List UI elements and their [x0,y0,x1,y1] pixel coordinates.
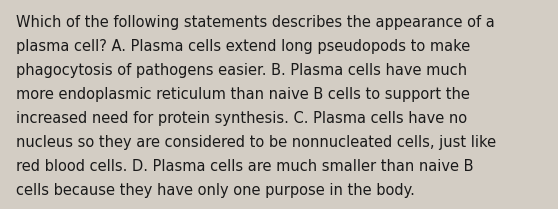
Text: nucleus so they are considered to be nonnucleated cells, just like: nucleus so they are considered to be non… [16,135,496,150]
Text: plasma cell? A. Plasma cells extend long pseudopods to make: plasma cell? A. Plasma cells extend long… [16,39,470,54]
Text: increased need for protein synthesis. C. Plasma cells have no: increased need for protein synthesis. C.… [16,111,466,126]
Text: red blood cells. D. Plasma cells are much smaller than naive B: red blood cells. D. Plasma cells are muc… [16,159,473,174]
Text: phagocytosis of pathogens easier. B. Plasma cells have much: phagocytosis of pathogens easier. B. Pla… [16,63,466,78]
Text: cells because they have only one purpose in the body.: cells because they have only one purpose… [16,183,415,198]
Text: more endoplasmic reticulum than naive B cells to support the: more endoplasmic reticulum than naive B … [16,87,469,102]
Text: Which of the following statements describes the appearance of a: Which of the following statements descri… [16,15,494,30]
